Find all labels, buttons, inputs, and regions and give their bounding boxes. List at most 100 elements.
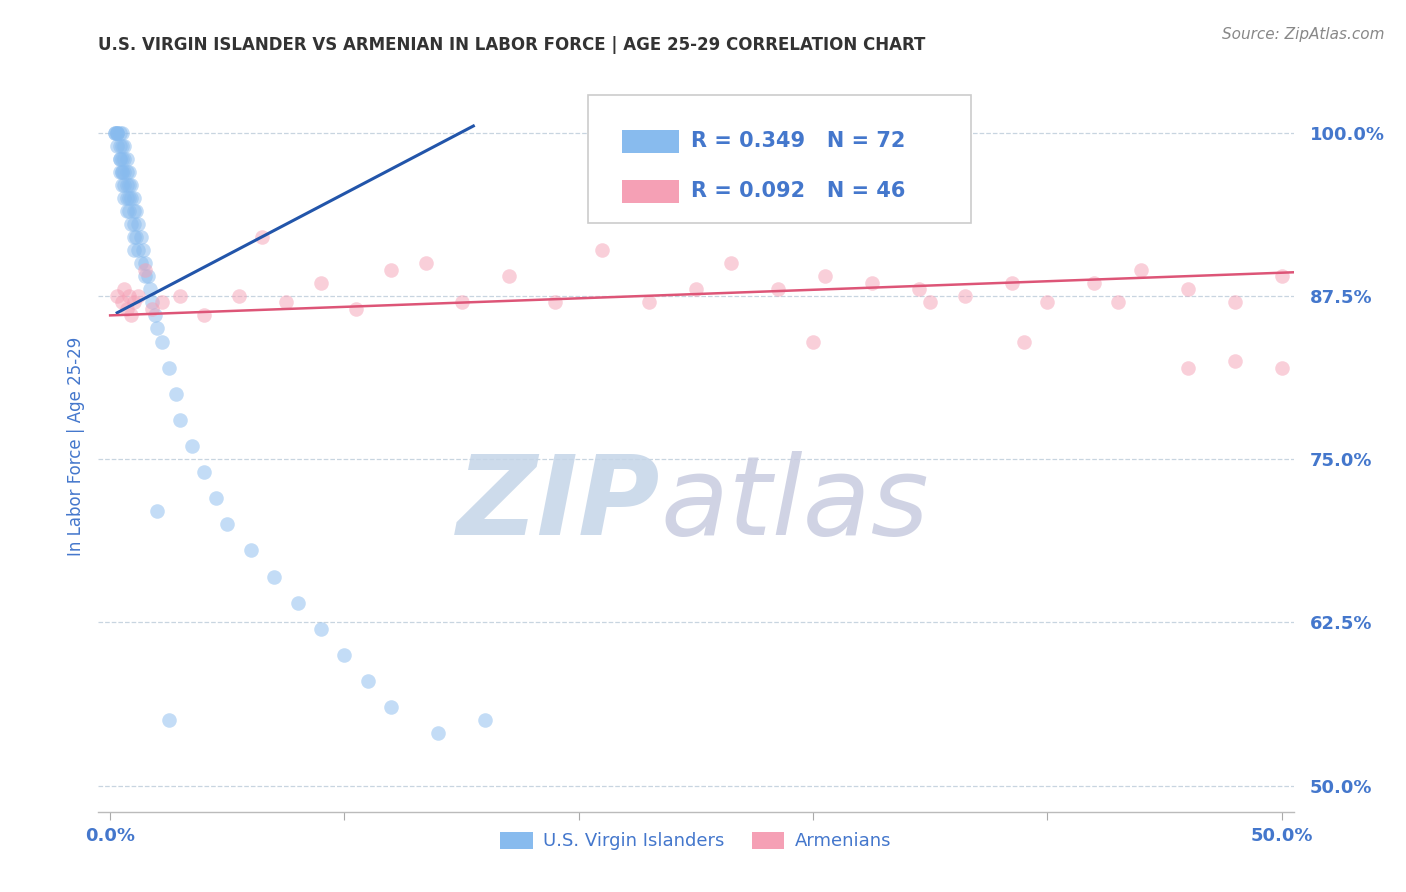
Point xyxy=(105,126,128,140)
Point xyxy=(115,301,138,316)
Point xyxy=(134,256,156,270)
Point xyxy=(474,714,496,728)
Point xyxy=(1223,295,1246,310)
Point xyxy=(108,152,131,166)
Point xyxy=(1271,269,1294,284)
Point xyxy=(108,126,131,140)
Point xyxy=(169,413,191,427)
Point xyxy=(122,203,145,218)
Point xyxy=(1083,276,1105,290)
Text: R = 0.092   N = 46: R = 0.092 N = 46 xyxy=(692,181,905,201)
Point xyxy=(122,191,145,205)
Point xyxy=(801,334,824,349)
Point xyxy=(136,269,159,284)
Point xyxy=(1130,262,1153,277)
Point xyxy=(591,243,613,257)
Point xyxy=(118,178,141,192)
Point xyxy=(112,165,135,179)
Point xyxy=(129,256,152,270)
Point xyxy=(252,230,274,244)
Point xyxy=(141,295,163,310)
Point xyxy=(344,301,367,316)
Point xyxy=(814,269,837,284)
Point xyxy=(115,191,138,205)
Point xyxy=(125,230,148,244)
Point xyxy=(112,138,135,153)
Point xyxy=(127,289,149,303)
Point xyxy=(111,165,134,179)
Point xyxy=(638,295,661,310)
Point xyxy=(1177,282,1199,296)
Point xyxy=(766,282,789,296)
Point xyxy=(122,217,145,231)
Point xyxy=(415,256,437,270)
Point xyxy=(105,289,128,303)
Point xyxy=(112,152,135,166)
Point xyxy=(111,152,134,166)
Point xyxy=(134,269,156,284)
Point xyxy=(115,165,138,179)
Point xyxy=(146,321,169,335)
Point xyxy=(105,126,128,140)
Point xyxy=(129,230,152,244)
Point xyxy=(105,126,128,140)
Point xyxy=(380,262,402,277)
Point xyxy=(309,622,332,636)
Point xyxy=(108,152,131,166)
Point xyxy=(720,256,742,270)
Point xyxy=(111,165,134,179)
Point xyxy=(498,269,520,284)
Point xyxy=(132,243,155,257)
Text: Source: ZipAtlas.com: Source: ZipAtlas.com xyxy=(1222,27,1385,42)
Point xyxy=(380,700,402,714)
Point xyxy=(1177,360,1199,375)
Text: R = 0.349   N = 72: R = 0.349 N = 72 xyxy=(692,131,905,151)
Point xyxy=(1107,295,1129,310)
Point xyxy=(104,126,127,140)
Point xyxy=(193,465,215,479)
Point xyxy=(309,276,332,290)
Point xyxy=(112,191,135,205)
Point xyxy=(157,714,180,728)
Point xyxy=(111,138,134,153)
Point xyxy=(112,178,135,192)
Point xyxy=(274,295,297,310)
Point xyxy=(228,289,250,303)
Point xyxy=(1036,295,1059,310)
Point xyxy=(115,178,138,192)
Point xyxy=(105,138,128,153)
Point xyxy=(127,217,149,231)
Point xyxy=(125,203,148,218)
Point xyxy=(1223,354,1246,368)
Point xyxy=(112,282,135,296)
Point xyxy=(115,203,138,218)
Point xyxy=(157,360,180,375)
Point xyxy=(165,386,187,401)
Point xyxy=(263,569,285,583)
Point xyxy=(139,282,162,296)
Point xyxy=(122,230,145,244)
Point xyxy=(120,178,142,192)
Point xyxy=(134,262,156,277)
Point xyxy=(955,289,977,303)
Legend: U.S. Virgin Islanders, Armenians: U.S. Virgin Islanders, Armenians xyxy=(494,824,898,857)
Point xyxy=(146,504,169,518)
Point xyxy=(217,517,239,532)
Point xyxy=(181,439,204,453)
Point xyxy=(118,165,141,179)
Point xyxy=(450,295,472,310)
Point xyxy=(357,674,380,689)
Bar xyxy=(621,130,679,153)
Point xyxy=(120,217,142,231)
Y-axis label: In Labor Force | Age 25-29: In Labor Force | Age 25-29 xyxy=(66,336,84,556)
Point xyxy=(120,309,142,323)
Point xyxy=(907,282,929,296)
Point xyxy=(108,165,131,179)
Point xyxy=(333,648,356,662)
Point xyxy=(104,126,127,140)
Point xyxy=(120,191,142,205)
Point xyxy=(920,295,942,310)
Text: ZIP: ZIP xyxy=(457,451,661,558)
Point xyxy=(150,334,173,349)
Point xyxy=(118,289,141,303)
